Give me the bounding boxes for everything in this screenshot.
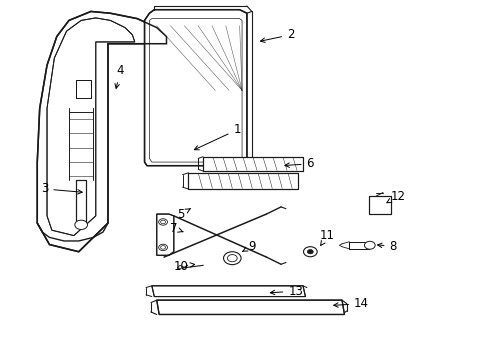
- Circle shape: [303, 247, 317, 257]
- Polygon shape: [368, 196, 390, 214]
- Polygon shape: [47, 18, 135, 235]
- Text: 14: 14: [333, 297, 368, 310]
- Text: 11: 11: [319, 229, 334, 246]
- Circle shape: [307, 249, 313, 254]
- Text: 8: 8: [377, 240, 396, 253]
- Polygon shape: [157, 300, 344, 315]
- Text: 13: 13: [270, 285, 303, 298]
- Circle shape: [158, 244, 167, 251]
- Circle shape: [364, 241, 374, 249]
- Text: 6: 6: [285, 157, 313, 170]
- Polygon shape: [152, 286, 305, 297]
- Polygon shape: [76, 180, 86, 223]
- Text: 7: 7: [170, 222, 183, 235]
- Polygon shape: [157, 214, 173, 255]
- Text: 4: 4: [115, 64, 123, 88]
- Polygon shape: [188, 173, 298, 189]
- Circle shape: [158, 219, 167, 225]
- Circle shape: [75, 220, 87, 229]
- Text: 5: 5: [177, 208, 190, 221]
- Polygon shape: [177, 265, 183, 269]
- Polygon shape: [76, 80, 91, 98]
- Text: 12: 12: [386, 190, 405, 203]
- Polygon shape: [348, 242, 368, 249]
- Circle shape: [223, 252, 241, 265]
- Text: 3: 3: [41, 183, 82, 195]
- Text: 1: 1: [194, 123, 241, 150]
- Text: 2: 2: [260, 28, 294, 42]
- Text: 10: 10: [173, 260, 194, 273]
- Text: 9: 9: [242, 240, 255, 253]
- Polygon shape: [203, 157, 303, 171]
- Polygon shape: [144, 10, 246, 166]
- Polygon shape: [37, 12, 166, 252]
